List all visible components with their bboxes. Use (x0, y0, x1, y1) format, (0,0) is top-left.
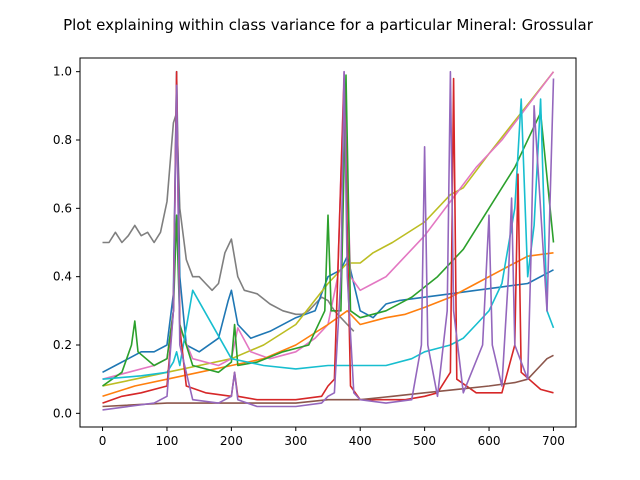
series-line-8 (102, 354, 554, 408)
x-tick-label: 200 (220, 434, 243, 448)
x-tick-label: 600 (478, 434, 501, 448)
x-tick-label: 700 (542, 434, 565, 448)
y-tick-label: 1.0 (53, 65, 72, 79)
y-tick-label: 0.8 (53, 133, 72, 147)
series-line-5 (102, 74, 555, 387)
x-tick-label: 0 (99, 434, 107, 448)
y-axis: 0.0 0.2 0.4 0.6 0.8 1.0 (53, 65, 80, 420)
plot-frame (79, 57, 577, 428)
series-layer (102, 70, 555, 411)
series-line-4 (102, 252, 554, 398)
y-tick-label: 0.0 (53, 406, 72, 420)
x-axis: 0 100 200 300 400 500 600 700 (99, 427, 565, 448)
y-tick-label: 0.4 (53, 270, 72, 284)
y-tick-label: 0.2 (53, 338, 72, 352)
x-tick-label: 500 (413, 434, 436, 448)
chart-title: Plot explaining within class variance fo… (63, 16, 593, 34)
x-tick-label: 100 (156, 434, 179, 448)
series-line-9 (102, 70, 555, 411)
series-line-2 (102, 71, 555, 387)
y-tick-label: 0.6 (53, 201, 72, 215)
series-line-0 (102, 111, 355, 332)
x-tick-label: 300 (284, 434, 307, 448)
x-tick-label: 400 (349, 434, 372, 448)
series-line-6 (102, 98, 555, 380)
series-line-1 (102, 70, 554, 374)
